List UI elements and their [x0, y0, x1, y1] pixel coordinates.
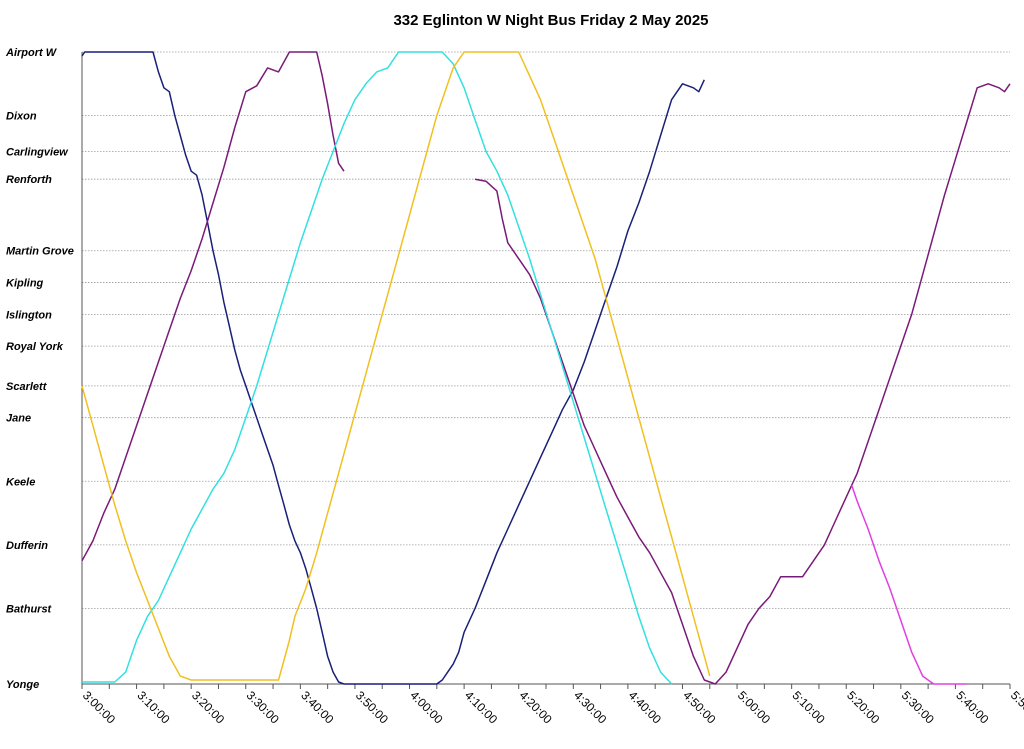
trip-line-6 — [850, 485, 967, 685]
stop-label: Dixon — [6, 111, 37, 123]
stop-label: Islington — [6, 309, 52, 321]
stop-label: Royal York — [6, 341, 64, 353]
grid-layer — [82, 51, 1010, 685]
x-tick-label: 3:20:00 — [189, 688, 227, 726]
trip-line-1 — [81, 51, 705, 685]
stop-label: Yonge — [6, 679, 39, 691]
stop-label: Martin Grove — [6, 246, 74, 258]
x-tick-label: 5:20:00 — [844, 688, 882, 726]
stop-label: Keele — [6, 476, 35, 488]
trip-line-5 — [81, 51, 711, 681]
trip-line-3 — [474, 83, 1011, 685]
x-tick-label: 4:50:00 — [680, 688, 718, 726]
stop-label: Renforth — [6, 174, 52, 186]
stop-label: Dufferin — [6, 540, 48, 552]
chart-title: 332 Eglinton W Night Bus Friday 2 May 20… — [393, 12, 708, 29]
stop-label: Jane — [6, 413, 31, 425]
x-tick-label: 5:10:00 — [790, 688, 828, 726]
x-tick-label: 5:30:00 — [899, 688, 937, 726]
stop-label: Carlingview — [6, 146, 69, 158]
x-axis-ticks: 3:00:00 3:10:00 3:20:00 3:30:00 3:40:00 3:50:… — [80, 52, 1024, 727]
x-tick-label: 3:00:00 — [80, 688, 118, 726]
x-tick-label: 4:40:00 — [626, 688, 664, 726]
stop-label: Airport W — [5, 47, 58, 59]
stop-label: Bathurst — [6, 603, 53, 615]
x-tick-label: 3:30:00 — [244, 688, 282, 726]
x-tick-label: 4:00:00 — [407, 688, 445, 726]
stop-label: Scarlett — [6, 381, 48, 393]
trip-line-2 — [81, 51, 345, 562]
x-tick-label: 5:00:00 — [735, 688, 773, 726]
stop-label: Kipling — [6, 278, 44, 290]
stop-labels: Airport W Dixon Carlingview Renforth Martin … — [5, 47, 74, 691]
x-tick-label: 5:40:00 — [953, 688, 991, 726]
x-tick-label: 3:10:00 — [134, 688, 172, 726]
x-tick-label: 5:50:00 — [1008, 688, 1024, 726]
series-lines — [81, 51, 1011, 685]
trip-line-4 — [82, 51, 673, 685]
x-tick-label: 3:40:00 — [298, 688, 336, 726]
x-tick-label: 3:50:00 — [353, 688, 391, 726]
x-tick-label: 4:20:00 — [517, 688, 555, 726]
x-tick-label: 4:10:00 — [462, 688, 500, 726]
x-tick-label: 4:30:00 — [571, 688, 609, 726]
